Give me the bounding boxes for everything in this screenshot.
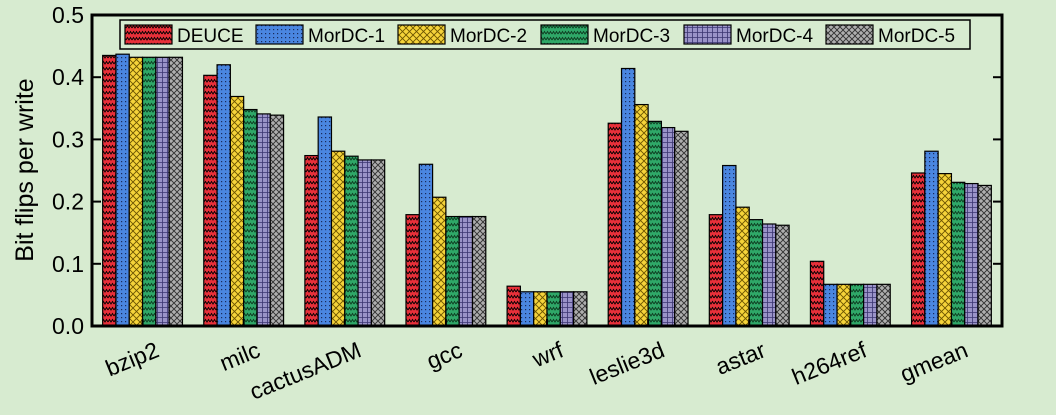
- x-tick-label: cactusADM: [246, 337, 365, 405]
- x-tick-label: wrf: [528, 336, 568, 372]
- x-tick-label: h264ref: [788, 336, 871, 390]
- bar-cactusADM-MorDC-5: [370, 159, 386, 327]
- legend-swatch-MorDC-1: [255, 24, 304, 45]
- bar-bzip2-DEUCE: [102, 54, 117, 327]
- bar-astar-MorDC-3: [748, 219, 764, 327]
- bar-gcc-DEUCE: [405, 214, 420, 327]
- y-tick-label: 0.5: [52, 2, 84, 28]
- bar-cactusADM-MorDC-2: [330, 150, 346, 327]
- x-tick-label: leslie3d: [586, 337, 668, 390]
- bar-wrf-DEUCE: [506, 285, 522, 327]
- bar-bzip2-MorDC-5: [168, 56, 184, 327]
- bar-milc-DEUCE: [203, 74, 218, 327]
- bar-astar-MorDC-2: [735, 206, 750, 327]
- bar-wrf-MorDC-5: [572, 291, 588, 327]
- bar-gmean-MorDC-5: [977, 184, 992, 327]
- bar-milc-MorDC-3: [243, 108, 258, 327]
- bar-h264ref-MorDC-3: [849, 283, 865, 327]
- bar-gcc-MorDC-5: [471, 215, 487, 327]
- bar-bzip2-MorDC-3: [141, 56, 157, 327]
- legend-label-DEUCE: DEUCE: [177, 26, 244, 47]
- legend-swatch-MorDC-5: [825, 24, 874, 45]
- bar-gmean-MorDC-1: [924, 150, 939, 327]
- bar-wrf-MorDC-3: [546, 291, 561, 327]
- y-axis-label: Bit flips per write: [11, 78, 39, 261]
- legend-swatch-MorDC-4: [683, 24, 732, 45]
- bar-bzip2-MorDC-4: [155, 56, 170, 327]
- legend-label-MorDC-1: MorDC-1: [308, 26, 385, 47]
- bar-h264ref-DEUCE: [809, 260, 825, 327]
- bar-gmean-MorDC-4: [964, 182, 979, 327]
- y-tick-label: 0.2: [52, 189, 84, 215]
- bar-gcc-MorDC-3: [445, 215, 460, 327]
- bar-h264ref-MorDC-1: [823, 283, 838, 327]
- bar-gcc-MorDC-2: [431, 196, 447, 327]
- bar-wrf-MorDC-1: [519, 291, 535, 327]
- bar-h264ref-MorDC-5: [876, 283, 891, 327]
- legend: DEUCE MorDC-1 MorDC-2 MorDC-3 MorDC-4 MorDC-5: [119, 19, 971, 50]
- bar-gcc-MorDC-1: [418, 163, 434, 327]
- bar-astar-MorDC-1: [722, 164, 737, 327]
- bar-leslie3d-MorDC-4: [660, 126, 676, 327]
- bar-cactusADM-DEUCE: [304, 154, 319, 327]
- legend-label-MorDC-2: MorDC-2: [450, 26, 527, 47]
- bar-h264ref-MorDC-2: [836, 283, 851, 327]
- bar-milc-MorDC-2: [229, 95, 245, 327]
- x-tick-label: gmean: [896, 337, 971, 387]
- bar-bzip2-MorDC-2: [128, 56, 144, 327]
- bar-gmean-MorDC-2: [937, 173, 953, 327]
- bar-gmean-DEUCE: [910, 172, 926, 327]
- bar-leslie3d-MorDC-3: [647, 120, 663, 327]
- bar-bzip2-MorDC-1: [115, 53, 130, 327]
- bar-wrf-MorDC-4: [559, 291, 575, 327]
- legend-label-MorDC-5: MorDC-5: [878, 26, 955, 47]
- x-tick-label: astar: [712, 336, 769, 379]
- legend-swatch-MorDC-3: [540, 24, 589, 45]
- y-tick-label: 0.3: [52, 126, 84, 152]
- bar-gcc-MorDC-4: [458, 215, 474, 327]
- bar-h264ref-MorDC-4: [863, 283, 878, 327]
- bar-astar-MorDC-4: [761, 223, 777, 327]
- x-tick-label: milc: [216, 337, 264, 376]
- bar-milc-MorDC-5: [269, 114, 285, 327]
- y-tick-label: 0.1: [52, 251, 84, 277]
- legend-swatch-DEUCE: [124, 24, 173, 45]
- bar-leslie3d-MorDC-5: [674, 130, 689, 327]
- bars-group: [102, 53, 992, 327]
- bar-leslie3d-DEUCE: [607, 122, 623, 327]
- x-tick-label: gcc: [423, 337, 466, 375]
- bar-wrf-MorDC-2: [533, 291, 548, 327]
- bar-leslie3d-MorDC-2: [634, 103, 649, 327]
- bar-cactusADM-MorDC-1: [317, 116, 333, 327]
- bar-astar-DEUCE: [708, 214, 724, 327]
- bar-leslie3d-MorDC-1: [620, 67, 636, 327]
- legend-label-MorDC-3: MorDC-3: [593, 26, 670, 47]
- legend-swatch-MorDC-2: [397, 24, 446, 45]
- y-tick-label: 0.4: [52, 64, 84, 90]
- bar-cactusADM-MorDC-4: [357, 159, 372, 327]
- y-tick-label: 0.0: [52, 313, 84, 339]
- bar-gmean-MorDC-3: [950, 181, 966, 327]
- bar-astar-MorDC-5: [775, 224, 790, 327]
- bar-milc-MorDC-1: [216, 64, 231, 327]
- x-tick-label: bzip2: [102, 337, 163, 382]
- bar-cactusADM-MorDC-3: [344, 155, 359, 327]
- legend-label-MorDC-4: MorDC-4: [736, 26, 813, 47]
- bar-milc-MorDC-4: [256, 113, 271, 327]
